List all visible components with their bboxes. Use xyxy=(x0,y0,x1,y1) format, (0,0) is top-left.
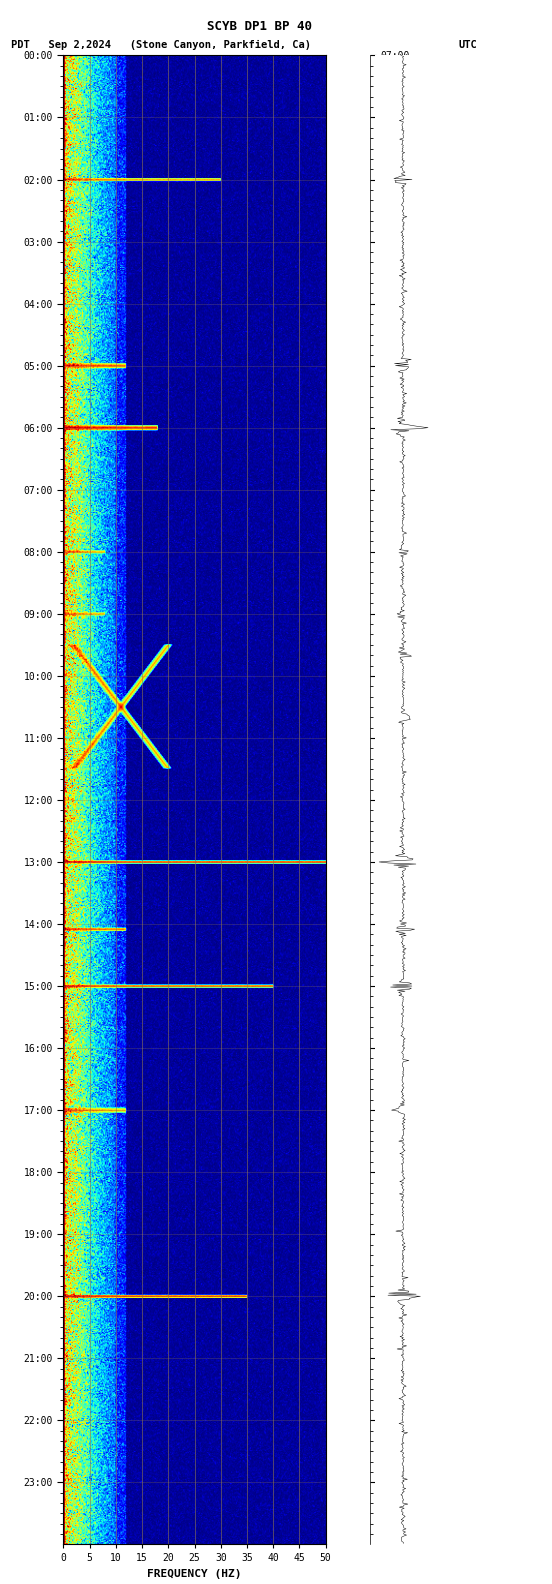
Text: UTC: UTC xyxy=(458,40,477,51)
Text: PDT   Sep 2,2024   (Stone Canyon, Parkfield, Ca): PDT Sep 2,2024 (Stone Canyon, Parkfield,… xyxy=(11,40,311,51)
X-axis label: FREQUENCY (HZ): FREQUENCY (HZ) xyxy=(147,1570,242,1579)
Text: SCYB DP1 BP 40: SCYB DP1 BP 40 xyxy=(207,19,312,33)
